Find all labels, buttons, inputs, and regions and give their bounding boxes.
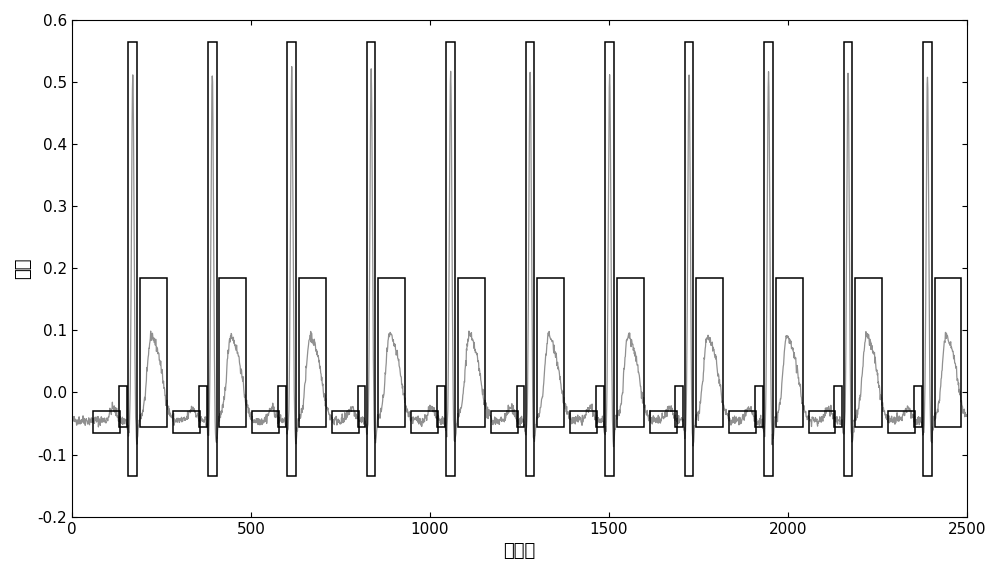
Bar (776, 278, 803, 426)
Bar (278, 386, 286, 426)
Bar (855, 278, 882, 426)
Bar (367, 42, 375, 476)
Bar (888, 411, 915, 433)
Bar (458, 278, 485, 426)
Bar (299, 278, 326, 426)
Bar (128, 42, 137, 476)
Bar (764, 42, 773, 476)
Bar (437, 386, 445, 426)
Y-axis label: 幅値: 幅値 (14, 258, 32, 279)
Bar (935, 278, 961, 426)
Bar (755, 386, 763, 426)
Bar (834, 386, 842, 426)
Bar (685, 42, 693, 476)
Bar (446, 42, 455, 476)
Bar (358, 386, 365, 426)
Bar (809, 411, 835, 433)
Bar (378, 278, 405, 426)
Bar (491, 411, 518, 433)
Bar (650, 411, 677, 433)
Bar (675, 386, 683, 426)
Bar (696, 278, 723, 426)
Bar (923, 42, 932, 476)
Bar (199, 386, 207, 426)
Bar (173, 411, 200, 433)
Bar (119, 386, 127, 426)
Bar (140, 278, 167, 426)
Bar (219, 278, 246, 426)
X-axis label: 采样点: 采样点 (503, 542, 536, 560)
Bar (729, 411, 756, 433)
Bar (914, 386, 922, 426)
Bar (844, 42, 852, 476)
Bar (517, 386, 524, 426)
Bar (411, 411, 438, 433)
Bar (526, 42, 534, 476)
Bar (570, 411, 597, 433)
Bar (287, 42, 296, 476)
Bar (252, 411, 279, 433)
Bar (605, 42, 614, 476)
Bar (208, 42, 217, 476)
Bar (332, 411, 359, 433)
Bar (537, 278, 564, 426)
Bar (617, 278, 644, 426)
Bar (596, 386, 604, 426)
Bar (93, 411, 120, 433)
